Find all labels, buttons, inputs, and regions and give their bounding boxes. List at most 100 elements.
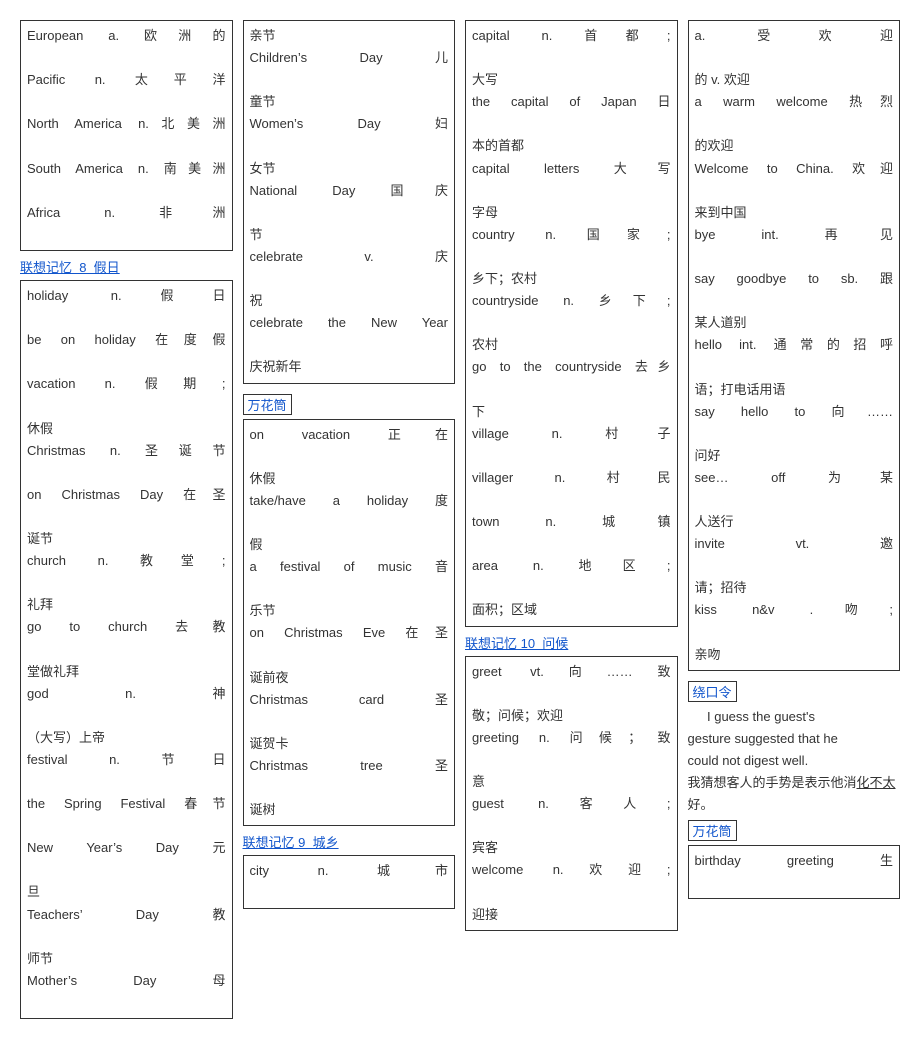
column-4: a. 受欢迎的 v. 欢迎a warm welcome 热烈的欢迎Welcome…	[688, 20, 901, 1025]
vocab-term: on Christmas Day	[27, 487, 163, 502]
vocab-term: church	[27, 553, 66, 568]
vocab-entry: see… off 为某	[695, 467, 894, 511]
tongue-twister-text: I guess the guest's gesture suggested th…	[688, 706, 901, 816]
vocab-entry: capital n. 首都;	[472, 25, 671, 69]
heading-holiday: 联想记忆 8 假日	[20, 257, 233, 276]
vocab-continuation: 祝	[250, 290, 449, 312]
vocab-term: take/have a holiday	[250, 493, 409, 508]
vocab-continuation: 语；打电话用语	[695, 379, 894, 401]
vocab-term: birthday greeting	[695, 853, 834, 868]
vocab-term: greet	[472, 664, 502, 679]
vocab-term: area	[472, 558, 498, 573]
vocab-entry: guest n.客人;	[472, 793, 671, 837]
vocab-def: n. 教堂;	[98, 553, 226, 568]
vocab-continuation: 假	[250, 534, 449, 556]
vocab-continuation: 女节	[250, 158, 449, 180]
vocab-term: city	[250, 863, 270, 878]
vocab-term: see… off	[695, 470, 786, 485]
vocab-entry: a warm welcome 热烈	[695, 91, 894, 135]
vocab-continuation: 宾客	[472, 837, 671, 859]
vocab-entry: say hello to 向……	[695, 401, 894, 445]
vocab-term: celebrate	[250, 249, 303, 264]
vocab-entry: Africa n. 非洲	[27, 202, 226, 246]
heading-kaleidoscope-1: 万花筒	[243, 394, 292, 415]
column-2: 亲节Children’s Day 儿童节Women’s Day 妇女节Natio…	[243, 20, 456, 1025]
vocab-continuation: 休假	[250, 468, 449, 490]
vocab-def: 在度假	[155, 332, 225, 347]
vocab-term: vacation	[27, 376, 75, 391]
vocab-entry: vacation n. 假期;	[27, 373, 226, 417]
tongue-line-cn: 我猜想客人的手势是表示他消化不太好。	[688, 772, 901, 816]
vocab-entry: god n. 神	[27, 683, 226, 727]
col2-box2: on vacation 正在休假take/have a holiday 度假a …	[243, 419, 456, 827]
vocab-continuation: 迎接	[472, 904, 671, 926]
vocab-def: 正在	[388, 427, 448, 442]
vocab-def: n. 神	[125, 686, 225, 701]
vocab-def: n. 问候；致	[539, 730, 671, 745]
heading-greeting: 联想记忆 10 问候	[465, 633, 678, 652]
vocab-def: 音	[435, 559, 448, 574]
vocab-def: n. 首都;	[542, 28, 671, 43]
col2-box1: 亲节Children’s Day 儿童节Women’s Day 妇女节Natio…	[243, 20, 456, 384]
vocab-entry: European a. 欧洲的	[27, 25, 226, 69]
vocab-continuation: 师节	[27, 948, 226, 970]
vocab-def: n.假日	[111, 288, 226, 303]
vocab-continuation: 节	[250, 224, 449, 246]
vocab-def: int. 再见	[761, 227, 893, 242]
vocab-entry: Women’s Day 妇	[250, 113, 449, 157]
vocab-entry: invite vt. 邀	[695, 533, 894, 577]
vocab-def: 向……	[831, 404, 893, 419]
col4-box2: birthday greeting 生	[688, 845, 901, 899]
vocab-def: 儿	[435, 50, 448, 65]
vocab-entry: celebrate v. 庆	[250, 246, 449, 290]
col2-box3: city n. 城市	[243, 855, 456, 909]
vocab-entry: South America n. 南美洲	[27, 158, 226, 202]
vocab-term: Mother’s Day	[27, 973, 156, 988]
vocab-term: South America	[27, 161, 123, 176]
heading-tongue-twister: 绕口令	[688, 681, 737, 702]
vocab-term: bye	[695, 227, 716, 242]
vocab-entry: birthday greeting 生	[695, 850, 894, 894]
vocab-entry: say goodbye to sb. 跟	[695, 268, 894, 312]
vocab-term: guest	[472, 796, 504, 811]
vocab-continuation: 问好	[695, 445, 894, 467]
vocab-entry: a. 受欢迎	[695, 25, 894, 69]
vocab-term: kiss	[695, 602, 717, 617]
vocab-def: 春节	[184, 796, 225, 811]
vocab-term: town	[472, 514, 499, 529]
vocab-continuation: 诞前夜	[250, 667, 449, 689]
vocab-continuation: 诞节	[27, 528, 226, 550]
vocab-def: 为某	[828, 470, 893, 485]
vocab-def: vt.向……致	[530, 664, 670, 679]
vocab-continuation: 诞树	[250, 799, 449, 821]
vocab-def: 大写	[614, 161, 671, 176]
vocab-entry: be on holiday 在度假	[27, 329, 226, 373]
vocab-entry: bye int. 再见	[695, 224, 894, 268]
heading-city-country: 联想记忆 9 城乡	[243, 832, 456, 851]
vocab-term: Christmas	[27, 443, 86, 458]
vocab-def: 在圣	[405, 625, 448, 640]
vocab-def: 国庆	[391, 183, 448, 198]
vocab-term: on vacation	[250, 427, 351, 442]
vocab-def: 热烈	[849, 94, 893, 109]
col1-box2: holiday n.假日be on holiday 在度假vacation n.…	[20, 280, 233, 1019]
vocab-def: a. 欧洲的	[108, 28, 225, 43]
tongue-line-1: I guess the guest's	[688, 706, 901, 728]
vocab-entry: the Spring Festival 春节	[27, 793, 226, 837]
vocab-term: a warm welcome	[695, 94, 828, 109]
vocab-continuation: 亲节	[250, 25, 449, 47]
vocab-entry: go to church 去教	[27, 616, 226, 660]
vocab-term: Children’s Day	[250, 50, 383, 65]
vocab-entry: Christmas tree 圣	[250, 755, 449, 799]
vocab-def: n. 城市	[318, 863, 448, 878]
vocab-entry: hello int. 通常的招呼	[695, 334, 894, 378]
vocab-entry: take/have a holiday 度	[250, 490, 449, 534]
vocab-term: welcome	[472, 862, 523, 877]
vocab-entry: town n. 城镇	[472, 511, 671, 555]
vocab-def: n. 圣诞节	[110, 443, 226, 458]
vocab-entry: on Christmas Eve 在圣	[250, 622, 449, 666]
vocab-continuation: 字母	[472, 202, 671, 224]
vocab-def: n. 村子	[552, 426, 671, 441]
vocab-entry: National Day 国庆	[250, 180, 449, 224]
vocab-continuation: 堂做礼拜	[27, 661, 226, 683]
